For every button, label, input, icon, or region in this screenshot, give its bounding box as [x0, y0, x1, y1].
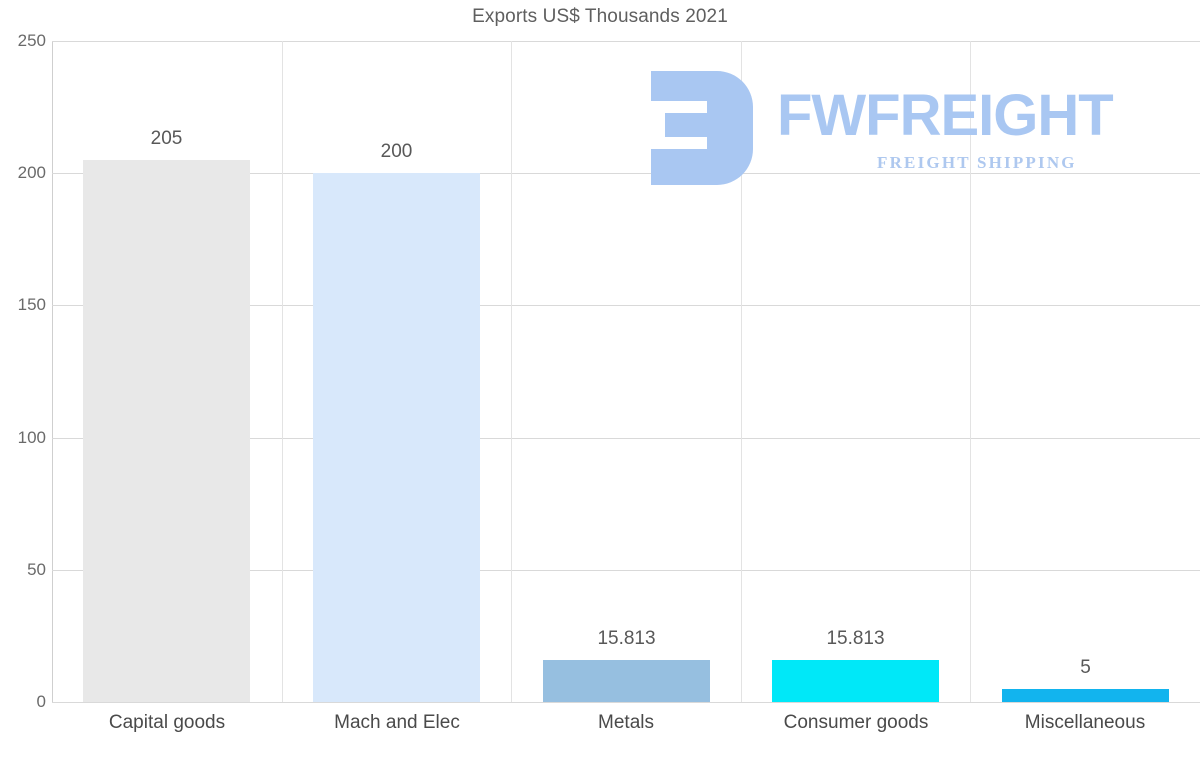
- bar-group[interactable]: 200: [313, 41, 480, 702]
- bar[interactable]: [1002, 688, 1169, 702]
- y-axis-tick-label: 0: [36, 692, 46, 711]
- gridline-vertical: [970, 41, 971, 702]
- y-axis-tick-label: 250: [17, 31, 46, 50]
- x-axis-category-label: Capital goods: [108, 712, 226, 733]
- x-axis-category-label: Consumer goods: [783, 712, 929, 733]
- gridline-horizontal: [52, 173, 1200, 175]
- gridline-horizontal: [52, 305, 1200, 307]
- bar-value-label: 15.813: [597, 628, 656, 650]
- bar[interactable]: [772, 660, 939, 702]
- y-axis-tick-label: 100: [17, 427, 46, 447]
- bar-group[interactable]: 15.813: [543, 41, 710, 702]
- y-axis-line: [52, 41, 53, 703]
- bar-group[interactable]: 5: [1002, 41, 1169, 702]
- gridline-horizontal: [52, 41, 1200, 42]
- bar[interactable]: [543, 660, 710, 702]
- bar[interactable]: [83, 159, 250, 702]
- x-axis-category-label: Metals: [598, 712, 654, 733]
- x-axis-category-labels: Capital goods Mach and Elec Metals Consumer…: [52, 703, 1200, 763]
- bar-value-label: 200: [380, 141, 413, 163]
- gridline-horizontal: [52, 437, 1200, 439]
- bar-group[interactable]: 205: [83, 41, 250, 702]
- plot-area: 205 200 15.813 15.813 5: [52, 41, 1200, 703]
- gridline-vertical: [282, 41, 283, 702]
- bar-value-label: 5: [1080, 656, 1091, 678]
- y-axis-tick-labels: 0 50 100 150 200 250: [0, 0, 46, 763]
- x-axis-category-label: Miscellaneous: [1024, 712, 1146, 733]
- y-axis-tick-label: 200: [17, 163, 46, 183]
- gridline-horizontal: [52, 702, 1200, 703]
- chart-title: Exports US$ Thousands 2021: [472, 6, 728, 27]
- bar-group[interactable]: 15.813: [772, 41, 939, 702]
- x-axis-category-label: Mach and Elec: [334, 712, 460, 733]
- gridline-vertical: [511, 41, 512, 702]
- bar[interactable]: [313, 173, 480, 702]
- bar-value-label: 15.813: [826, 628, 885, 650]
- bar-value-label: 205: [150, 127, 183, 149]
- gridline-vertical: [741, 41, 742, 702]
- y-axis-tick-label: 50: [27, 559, 46, 579]
- gridline-horizontal: [52, 569, 1200, 571]
- y-axis-tick-label: 150: [17, 295, 46, 315]
